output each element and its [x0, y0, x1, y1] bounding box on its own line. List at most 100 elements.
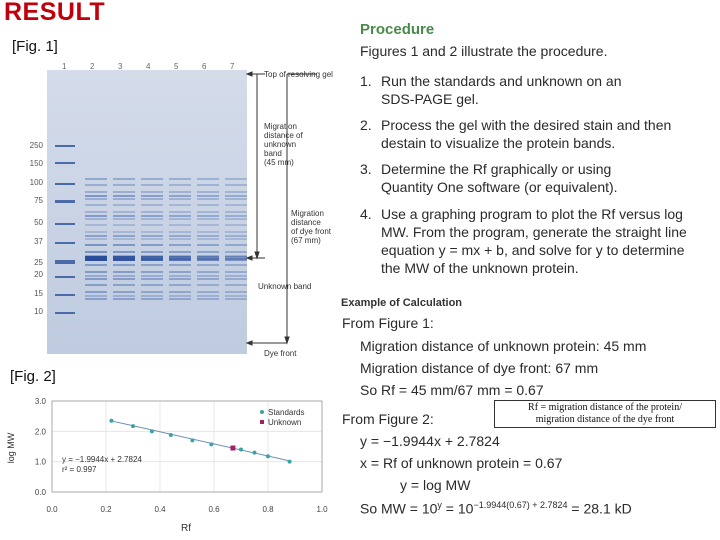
calc-so-rf: So Rf = 45 mm/67 mm = 0.67: [360, 382, 544, 398]
lane-number: 3: [118, 62, 123, 71]
calc-eq3: y = log MW: [400, 477, 471, 493]
fig1-label: [Fig. 1]: [12, 38, 58, 55]
lane-number: 1: [62, 62, 67, 71]
gel-band: [197, 235, 219, 237]
gel-band: [169, 271, 191, 273]
gel-band: [141, 218, 163, 220]
gel-band: [225, 291, 247, 293]
anno-top-of-gel: Top of resolving gel: [264, 70, 333, 79]
gel-band: [169, 215, 191, 217]
gel-band: [141, 298, 163, 300]
gel-band: [197, 291, 219, 293]
gel-bands: [47, 70, 247, 354]
legend-standards-marker: [260, 410, 264, 414]
gel-band: [85, 215, 107, 217]
gel-band: [85, 235, 107, 237]
x-tick-label: 0.4: [154, 505, 166, 514]
gel-band: [113, 218, 135, 220]
unknown-band: [197, 256, 219, 261]
unknown-band: [169, 256, 191, 261]
gel-band: [197, 251, 219, 253]
gel-band: [197, 204, 219, 206]
gel-band: [141, 295, 163, 297]
gel-band: [197, 264, 219, 266]
legend-unknown-marker: [260, 420, 264, 424]
gel-band: [141, 278, 163, 280]
unknown-band: [141, 256, 163, 261]
gel-band: [197, 278, 219, 280]
gel-band: [141, 184, 163, 186]
gel-band: [225, 198, 247, 200]
gel-band: [225, 251, 247, 253]
gel-band: [85, 224, 107, 226]
lane-number: 2: [90, 62, 95, 71]
gel-band: [225, 204, 247, 206]
gel-band: [225, 284, 247, 286]
gel-band: [197, 275, 219, 277]
gel-band: [113, 178, 135, 180]
gel-band: [225, 215, 247, 217]
gel-band: [225, 258, 247, 260]
gel-band: [85, 295, 107, 297]
procedure-step: 2. Process the gel with the desired stai…: [360, 117, 672, 151]
gel-band: [113, 278, 135, 280]
procedure-heading: Procedure: [360, 21, 435, 38]
gel-band: [113, 244, 135, 246]
standard-point: [239, 447, 243, 452]
mw-marker: 20: [34, 270, 43, 279]
gel-band: [141, 291, 163, 293]
gel-band: [141, 264, 163, 266]
calc-from-fig2: From Figure 2:: [342, 411, 434, 427]
y-tick-label: 2.0: [35, 427, 47, 436]
gel-band: [169, 278, 191, 280]
gel-band: [85, 238, 107, 240]
gel-band: [225, 191, 247, 193]
standard-point: [266, 454, 270, 459]
gel-image: [47, 70, 247, 354]
gel-band: [169, 231, 191, 233]
gel-band: [141, 271, 163, 273]
calculation-heading: Example of Calculation: [341, 297, 463, 309]
gel-band: [169, 295, 191, 297]
gel-band: [169, 235, 191, 237]
gel-band: [85, 291, 107, 293]
gel-band: [225, 271, 247, 273]
legend-standards: Standards: [268, 408, 304, 417]
gel-band: [85, 298, 107, 300]
calc-eq4: So MW = 10y = 10−1.9944(0.67) + 2.7824 =…: [360, 500, 632, 517]
gel-band: [85, 218, 107, 220]
x-axis-label: Rf: [181, 523, 191, 534]
gel-band: [197, 271, 219, 273]
gel-band: [169, 191, 191, 193]
gel-band: [141, 204, 163, 206]
rf-definition-box: Rf = migration distance of the protein/ …: [494, 400, 716, 428]
gel-annotation-lines: [245, 71, 317, 346]
gel-band: [169, 184, 191, 186]
gel-band: [225, 195, 247, 197]
gel-band: [113, 235, 135, 237]
procedure-intro: Figures 1 and 2 illustrate the procedure…: [360, 43, 608, 59]
gel-band: [225, 224, 247, 226]
standard-point: [287, 459, 292, 464]
y-axis-label: log MW: [6, 432, 16, 463]
gel-band: [113, 191, 135, 193]
mw-marker: 15: [34, 289, 43, 298]
gel-band: [113, 271, 135, 273]
gel-band: [225, 298, 247, 300]
gel-band: [141, 224, 163, 226]
chart-ticks: 0.0 0.2 0.4 0.6 0.8 1.0 0.0 1.0 2.0 3.0: [35, 397, 328, 514]
gel-band: [169, 284, 191, 286]
gel-band: [225, 238, 247, 240]
gel-band: [197, 215, 219, 217]
standard-point: [190, 438, 195, 443]
gel-band: [85, 178, 107, 180]
gel-band: [169, 224, 191, 226]
gel-band: [197, 244, 219, 246]
gel-band: [113, 291, 135, 293]
gel-band: [169, 178, 191, 180]
gel-band: [197, 284, 219, 286]
anno-dye-migration: Migration distance of dye front (67 mm): [291, 209, 332, 245]
chart-legend: Standards Unknown: [260, 408, 304, 427]
gel-band: [85, 211, 107, 213]
anno-dye-front: Dye front: [264, 349, 297, 358]
